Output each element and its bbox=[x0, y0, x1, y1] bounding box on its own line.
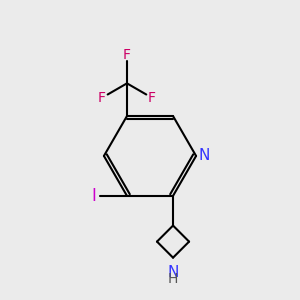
Text: H: H bbox=[168, 272, 178, 286]
Text: N: N bbox=[167, 266, 179, 280]
Text: I: I bbox=[91, 187, 96, 205]
Text: F: F bbox=[148, 91, 156, 105]
Text: F: F bbox=[123, 47, 131, 61]
Text: N: N bbox=[199, 148, 210, 163]
Text: F: F bbox=[98, 91, 106, 105]
